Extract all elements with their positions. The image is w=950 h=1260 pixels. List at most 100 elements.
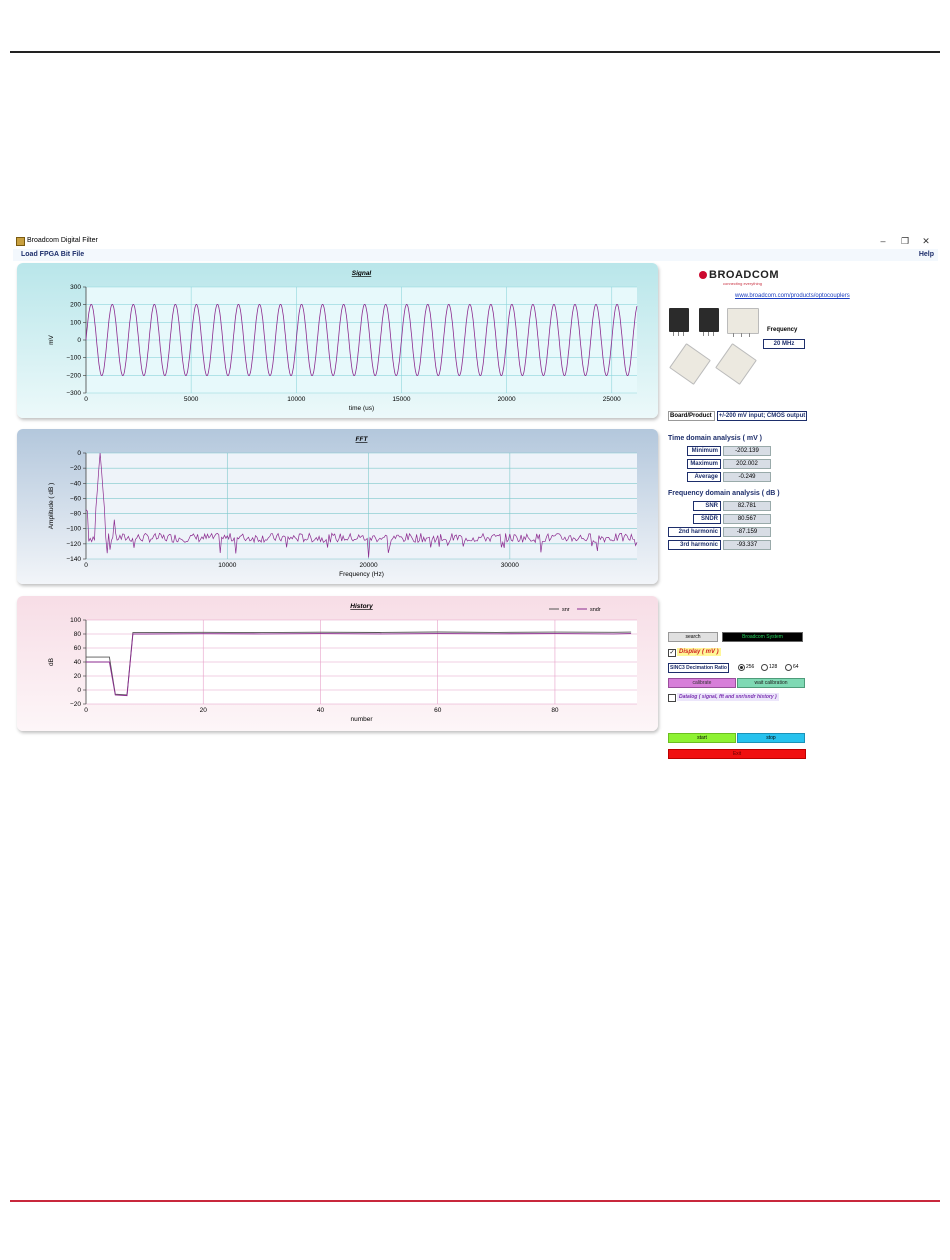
fft-panel: 0 −20 −40 −60 −80 −100 −120 −140 0 10000 20000 3000… <box>17 429 658 584</box>
x-tick-label: 10000 <box>287 396 305 403</box>
fft-series-line <box>85 452 638 558</box>
plot-area <box>86 453 637 559</box>
ratio-128-label: 128 <box>769 664 778 670</box>
chart-title: FFT <box>356 436 369 443</box>
logo-text: BROADCOM <box>709 269 779 281</box>
ratio-256-label: 256 <box>746 664 755 670</box>
y-axis-label: Amplitude ( dB ) <box>48 483 55 530</box>
broadcom-logo: BROADCOM <box>699 269 779 281</box>
y-tick-label: 100 <box>70 319 81 326</box>
y-tick-label: −200 <box>66 372 81 379</box>
y-tick-label: 300 <box>70 284 81 291</box>
y-tick-label: 40 <box>74 659 82 666</box>
frequency-value[interactable]: 20 MHz <box>763 339 805 349</box>
display-label: Display ( mV ) <box>677 648 721 656</box>
x-tick-label: 25000 <box>603 396 621 403</box>
y-tick-label: 20 <box>74 673 82 680</box>
y-tick-label: −20 <box>70 701 81 708</box>
average-label: Average <box>687 472 721 482</box>
legend-label-sndr: sndr <box>590 607 601 613</box>
display-checkbox[interactable]: ✓ <box>668 649 676 657</box>
frequency-label: Frequency <box>767 327 798 333</box>
exit-button[interactable]: Exit <box>668 749 806 759</box>
chip-image-3 <box>727 308 759 337</box>
x-axis-label: Frequency (Hz) <box>339 571 384 578</box>
page-bottom-rule <box>10 1200 940 1202</box>
x-tick-label: 30000 <box>501 562 519 569</box>
y-tick-label: 60 <box>74 645 82 652</box>
third-harmonic-label: 3rd harmonic <box>668 540 721 550</box>
x-tick-label: 0 <box>84 396 88 403</box>
frequency-domain-title: Frequency domain analysis ( dB ) <box>668 490 780 497</box>
ratio-128-radio[interactable] <box>761 664 768 671</box>
chart-title: History <box>350 603 373 610</box>
x-tick-label: 0 <box>84 562 88 569</box>
history-series-sndr <box>86 633 632 697</box>
x-tick-label: 80 <box>551 707 559 714</box>
start-button[interactable]: start <box>668 733 736 743</box>
x-tick-label: 5000 <box>184 396 199 403</box>
y-tick-label: −40 <box>70 480 81 487</box>
minimum-value: -202.139 <box>723 446 771 456</box>
calibrate-button[interactable]: calibrate <box>668 678 736 688</box>
close-icon[interactable]: ✕ <box>922 236 930 246</box>
broadcom-logo-icon <box>699 271 707 279</box>
y-tick-label: 80 <box>74 631 82 638</box>
y-tick-label: −80 <box>70 511 81 518</box>
x-tick-label: 60 <box>434 707 442 714</box>
y-tick-label: −100 <box>66 355 81 362</box>
y-tick-label: −300 <box>66 390 81 397</box>
third-harmonic-value: -93.337 <box>723 540 771 550</box>
chip-image-4 <box>669 343 711 385</box>
y-tick-label: 0 <box>77 687 81 694</box>
ratio-64-radio[interactable] <box>785 664 792 671</box>
y-tick-label: −140 <box>66 556 81 563</box>
legend-label-snr: snr <box>562 607 570 613</box>
y-tick-label: −60 <box>70 495 81 502</box>
title-bar: Broadcom Digital Filter – ❐ ✕ <box>13 233 938 249</box>
x-tick-label: 0 <box>84 707 88 714</box>
x-tick-label: 10000 <box>218 562 236 569</box>
board-value[interactable]: +/-200 mV input; CMOS output <box>717 411 807 421</box>
y-tick-label: −20 <box>70 465 81 472</box>
minimize-icon[interactable]: – <box>880 236 886 246</box>
minimum-label: Minimum <box>687 446 721 456</box>
product-link[interactable]: www.broadcom.com/products/optocouplers <box>735 293 850 299</box>
control-sidebar: BROADCOM connecting everything www.broad… <box>665 263 935 759</box>
window-title: Broadcom Digital Filter <box>27 237 98 244</box>
stop-button[interactable]: stop <box>737 733 805 743</box>
y-tick-label: 200 <box>70 302 81 309</box>
menu-help[interactable]: Help <box>918 251 934 258</box>
y-tick-label: 0 <box>77 450 81 457</box>
menu-bar: Load FPGA Bit File Help <box>13 249 938 261</box>
second-harmonic-value: -87.159 <box>723 527 771 537</box>
chip-image-5 <box>715 343 757 385</box>
chip-image-2 <box>699 308 719 336</box>
ratio-256-radio[interactable] <box>738 664 745 671</box>
datalog-checkbox[interactable] <box>668 694 676 702</box>
x-tick-label: 40 <box>317 707 325 714</box>
snr-label: SNR <box>693 501 721 511</box>
x-tick-label: 20000 <box>360 562 378 569</box>
second-harmonic-label: 2nd harmonic <box>668 527 721 537</box>
wait-calibration-button[interactable]: wait calibration <box>737 678 805 688</box>
signal-series-line <box>85 304 638 376</box>
logo-tagline: connecting everything <box>723 281 762 286</box>
menu-load-fpga[interactable]: Load FPGA Bit File <box>21 251 85 258</box>
time-domain-title: Time domain analysis ( mV ) <box>668 435 763 442</box>
x-tick-label: 15000 <box>392 396 410 403</box>
sndr-value: 80.567 <box>723 514 771 524</box>
ratio-64-label: 64 <box>793 664 799 670</box>
restore-icon[interactable]: ❐ <box>900 236 910 246</box>
board-label: Board/Product <box>668 411 715 421</box>
y-tick-label: −120 <box>66 541 81 548</box>
sinc3-ratio-label: SINC3 Decimation Ratio <box>668 663 729 673</box>
signal-panel: 300 200 100 0 −100 −200 −300 0 5000 10000 15000 200… <box>17 263 658 418</box>
app-window: Broadcom Digital Filter – ❐ ✕ Load FPGA … <box>13 233 938 759</box>
y-tick-label: 100 <box>70 617 81 624</box>
y-axis-label: mV <box>48 334 55 344</box>
search-button[interactable]: search <box>668 632 718 642</box>
